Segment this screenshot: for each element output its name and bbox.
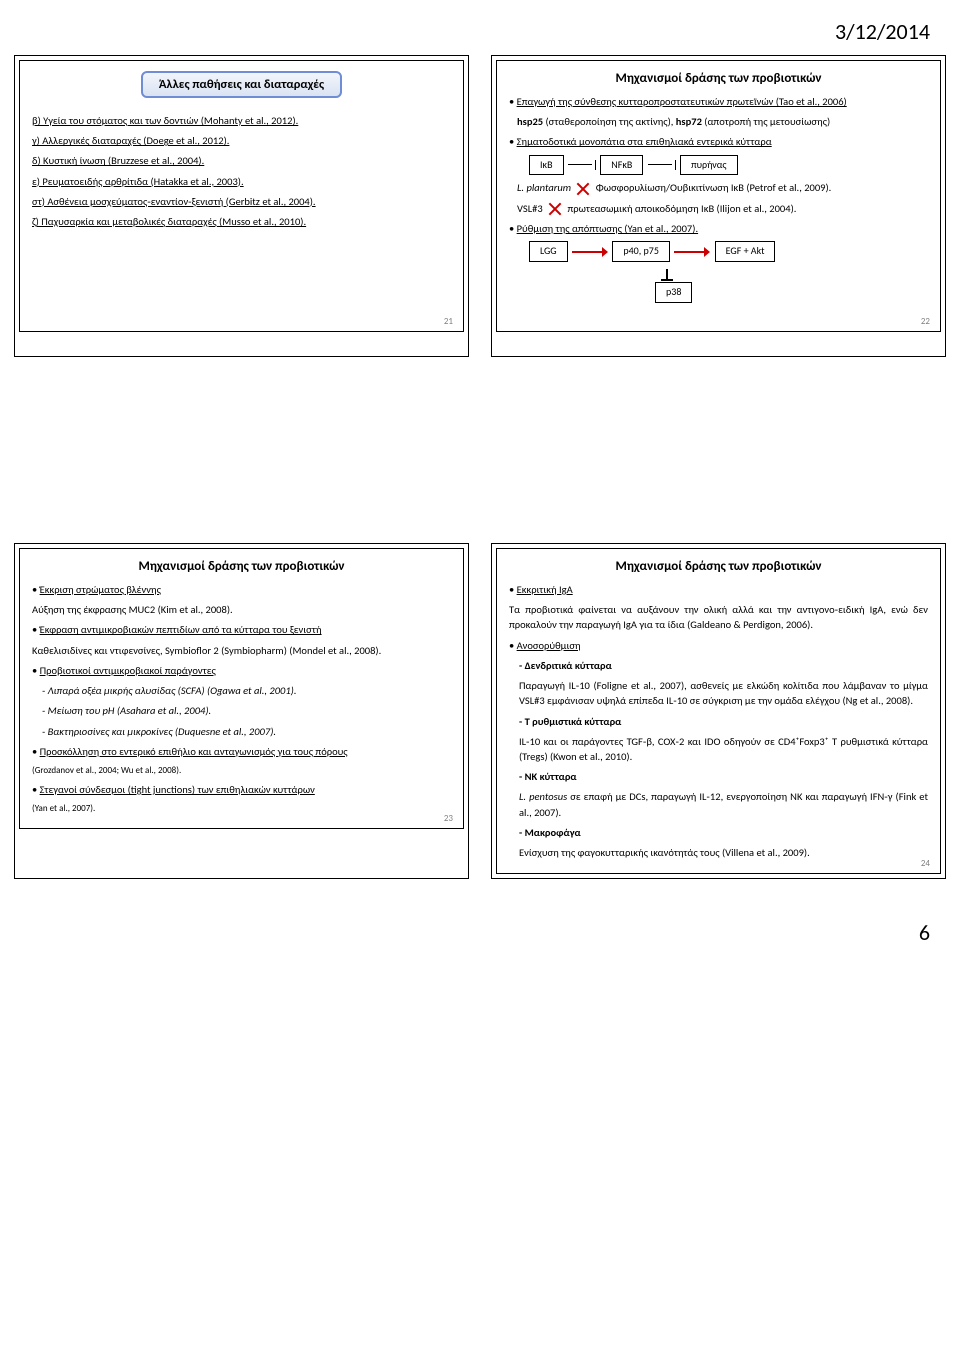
slide-23: Μηχανισμοί δράσης των προβιοτικών Έκκρισ… [14,543,469,879]
slide-22: Μηχανισμοί δράσης των προβιοτικών Επαγωγ… [491,55,946,357]
s23-sec2b: Καθελισιδίνες και ντιφενσίνες, Symbioflo… [32,643,451,658]
slide-22-diagram-1: IκB NFκB πυρήνας [509,155,928,176]
slide-21-title: Άλλες παθήσεις και διαταραχές [141,71,342,98]
s23-sec1: Έκκριση στρώματος βλέννης [32,582,451,597]
slide-24: Μηχανισμοί δράσης των προβιοτικών Εκκριτ… [491,543,946,879]
page: 3/12/2014 Άλλες παθήσεις και διαταραχές … [0,0,960,964]
slide-22-diagram-2: LGG p40, p75 EGF + Akt [509,241,928,262]
slide-21-line-e: ε) Ρευματοειδής αρθρίτιδα (Hatakka et al… [32,174,451,189]
s24-d1: Παραγωγή IL‑10 (Foligne et al., 2007), α… [509,678,928,708]
inhibit-icon [568,160,596,170]
slide-23-title: Μηχανισμοί δράσης των προβιοτικών [32,559,451,574]
chip-nucleus: πυρήνας [680,155,737,176]
s24-d3h: - NK κύτταρα [509,769,928,784]
slide-22-vsl: VSL#3 πρωτεασωμική αποικοδόμηση ΙκΒ (Ili… [509,201,928,217]
slide-21-line-b: β) Υγεία του στόματος και των δοντιών (M… [32,113,451,128]
slide-21-index: 21 [444,316,453,327]
page-number: 6 [0,905,960,964]
date: 3/12/2014 [0,0,960,55]
s24-d2h: - T ρυθμιστικά κύτταρα [509,714,928,729]
slide-22-line-2: hsp25 (σταθεροποίηση της ακτίνης), hsp72… [509,114,928,129]
x-icon [576,182,590,196]
slide-22-title: Μηχανισμοί δράσης των προβιοτικών [509,71,928,86]
slide-22-line-1: Επαγωγή της σύνθεσης κυτταροπροστατευτικ… [509,94,928,109]
slide-23-index: 23 [444,813,453,824]
s24-d3: L. pentosus σε επαφή με DCs, παραγωγή IL… [509,789,928,819]
s24-d1h: - Δενδριτικά κύτταρα [509,658,928,673]
s23-sec2: Έκφραση αντιμικροβιακών πεπτιδίων από τα… [32,622,451,637]
chip-p38: p38 [655,282,692,303]
s23-sec5: Στεγανοί σύνδεσμοι (tight junctions) των… [32,782,451,797]
s24-d4: Ενίσχυση της φαγοκυτταρικής ικανότητάς τ… [509,845,928,860]
slide-21-line-d: δ) Κυστική ίνωση (Bruzzese et al., 2004)… [32,153,451,168]
chip-lgg: LGG [529,241,568,262]
s23-sec4b: (Grozdanov et al., 2004; Wu et al., 2008… [32,764,451,777]
inhibit-icon [661,269,673,281]
x-icon [548,202,562,216]
s24-a1b: Τα προβιοτικά φαίνεται να αυξάνουν την ο… [509,602,928,632]
s24-d2: IL‑10 και οι παράγοντες TGF‑β, COX‑2 και… [509,734,928,764]
s23-sec3c: - Βακτηριοσίνες και μικροκίνες (Duquesne… [32,724,451,739]
chip-ikb: IκB [529,155,564,176]
s23-sec1b: Αύξηση της έκφρασης MUC2 (Kim et al., 20… [32,602,451,617]
slide-24-index: 24 [921,858,930,869]
s23-sec3b: - Μείωση του pH (Asahara et al., 2004). [32,703,451,718]
slide-24-title: Μηχανισμοί δράσης των προβιοτικών [509,559,928,574]
slide-22-apoptosis: Ρύθμιση της απόπτωσης (Yan et al., 2007)… [509,221,928,236]
s23-sec4: Προσκόλληση στο εντερικό επιθήλιο και αν… [32,744,451,759]
slide-21-line-z: ζ) Παχυσαρκία και μεταβολικές διαταραχές… [32,214,451,229]
slide-21-line-st: στ) Ασθένεια μοσχεύματος‑εναντίον‑ξενιστ… [32,194,451,209]
arrow-icon [572,247,608,257]
chip-nfkb: NFκB [600,155,643,176]
chip-p40p75: p40, p75 [612,241,670,262]
s23-sec3a: - Λιπαρά οξέα μικρής αλυσίδας (SCFA) (Og… [32,683,451,698]
s23-sec3: Προβιοτικοί αντιμικροβιακοί παράγοντες [32,663,451,678]
s24-d4h: - Μακροφάγα [509,825,928,840]
inhibit-icon [648,160,676,170]
slide-22-line-3: Σηματοδοτικά μονοπάτια στα επιθηλιακά εν… [509,134,928,149]
slide-21: Άλλες παθήσεις και διαταραχές β) Υγεία τ… [14,55,469,357]
s24-a2: Ανοσορύθμιση [509,638,928,653]
s23-sec5b: (Yan et al., 2007). [32,802,451,815]
slide-row-2: Μηχανισμοί δράσης των προβιοτικών Έκκρισ… [0,543,960,905]
chip-egfakt: EGF + Akt [715,241,776,262]
slide-22-lp: L. plantarum Φωσφορυλίωση/Ουβικιτίνωση I… [509,180,928,196]
slide-row-1: Άλλες παθήσεις και διαταραχές β) Υγεία τ… [0,55,960,383]
arrow-icon [674,247,710,257]
slide-21-line-g: γ) Αλλεργικές διαταραχές (Doege et al., … [32,133,451,148]
slide-22-index: 22 [921,316,930,327]
slide-22-p38: p38 [509,267,928,303]
s24-a1: Εκκριτική IgA [509,582,928,597]
